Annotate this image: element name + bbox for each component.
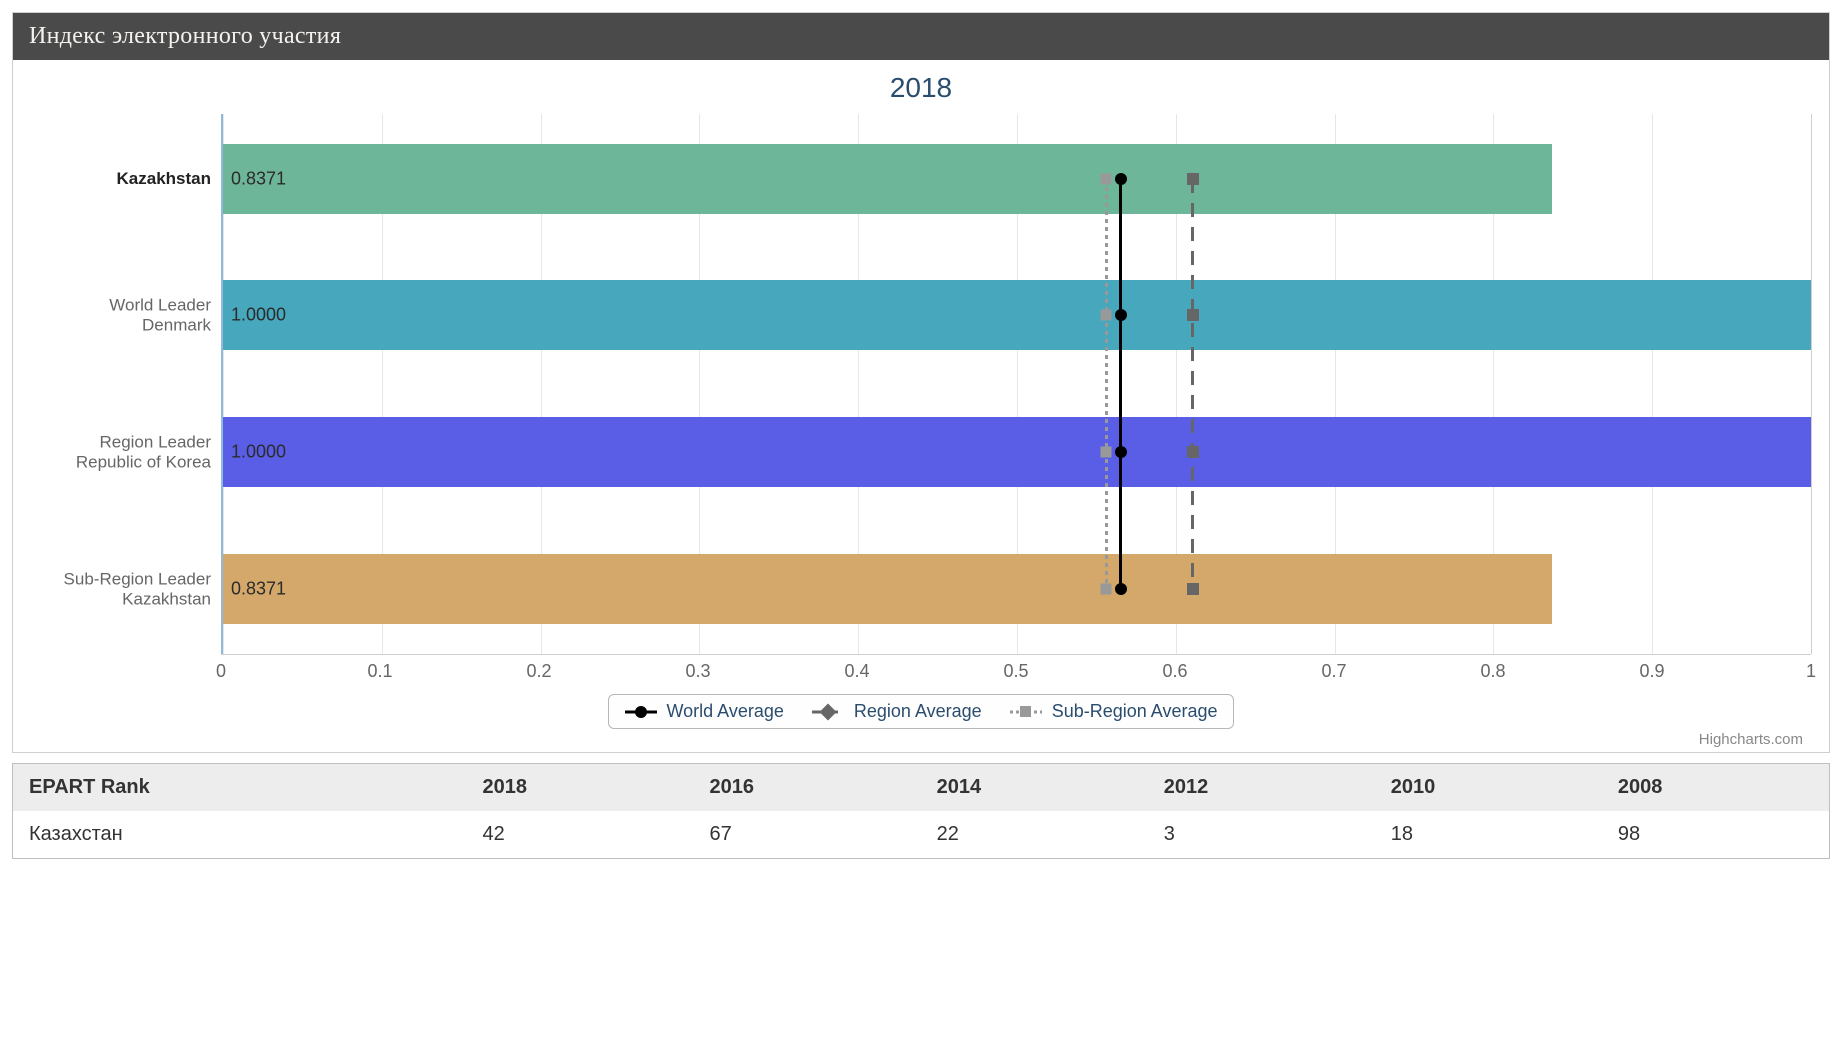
bar-0[interactable]: 0.8371	[223, 144, 1552, 214]
legend-symbol	[625, 705, 657, 719]
table: EPART Rank201820162014201220102008 Казах…	[13, 764, 1829, 858]
chart-credit: Highcharts.com	[31, 731, 1811, 748]
table-cell: 42	[466, 811, 693, 858]
legend-item[interactable]: Sub-Region Average	[1010, 701, 1218, 722]
plot-area: 0.8371 1.0000 1.0000 0.8371	[221, 114, 1811, 654]
grid-line	[1652, 114, 1653, 654]
table-col-header: 2018	[466, 764, 693, 811]
y-label-0: Kazakhstan	[117, 169, 211, 189]
x-axis: 00.10.20.30.40.50.60.70.80.91	[221, 654, 1811, 690]
table-body: Казахстан42672231898	[13, 811, 1829, 858]
y-axis-labels: Kazakhstan World LeaderDenmark Region Lead…	[31, 114, 221, 654]
x-tick: 0.4	[844, 661, 869, 682]
x-tick: 1	[1806, 661, 1816, 682]
circle-marker	[1115, 309, 1127, 321]
rank-table: EPART Rank201820162014201220102008 Казах…	[12, 763, 1830, 859]
table-cell: 98	[1602, 811, 1829, 858]
table-cell: 67	[694, 811, 921, 858]
table-col-header: 2016	[694, 764, 921, 811]
square-marker	[1101, 310, 1112, 321]
x-tick: 0.6	[1162, 661, 1187, 682]
bar-value-label: 1.0000	[231, 305, 286, 326]
grid-line	[1811, 114, 1812, 654]
table-cell: 22	[921, 811, 1148, 858]
table-header-row: EPART Rank201820162014201220102008	[13, 764, 1829, 811]
y-label-1: World LeaderDenmark	[109, 296, 211, 335]
reference-line-square[interactable]	[1105, 179, 1108, 589]
x-tick: 0.1	[367, 661, 392, 682]
legend-symbol	[1010, 705, 1042, 719]
square-icon	[1020, 706, 1031, 717]
diamond-marker	[1187, 173, 1199, 185]
panel-title: Индекс электронного участия	[13, 13, 1829, 60]
circle-marker	[1115, 583, 1127, 595]
table-cell: Казахстан	[13, 811, 466, 858]
table-col-header: 2008	[1602, 764, 1829, 811]
table-row: Казахстан42672231898	[13, 811, 1829, 858]
table-col-header: EPART Rank	[13, 764, 466, 811]
legend-symbol	[812, 705, 844, 719]
diamond-marker	[1187, 446, 1199, 458]
x-tick: 0.8	[1480, 661, 1505, 682]
chart-legend: World Average Region Average Sub-Region Av…	[608, 694, 1235, 729]
legend-label: Sub-Region Average	[1052, 701, 1218, 722]
chart-title: 2018	[31, 72, 1811, 104]
diamond-marker	[1187, 583, 1199, 595]
circle-marker	[1115, 173, 1127, 185]
reference-line-diamond[interactable]	[1191, 179, 1194, 589]
table-col-header: 2014	[921, 764, 1148, 811]
diamond-marker	[1187, 309, 1199, 321]
y-label-3: Sub-Region LeaderKazakhstan	[64, 570, 211, 609]
bar-value-label: 1.0000	[231, 442, 286, 463]
x-tick: 0.7	[1321, 661, 1346, 682]
x-tick: 0.3	[685, 661, 710, 682]
x-tick: 0.9	[1639, 661, 1664, 682]
bar-1[interactable]: 1.0000	[223, 280, 1811, 350]
bar-2[interactable]: 1.0000	[223, 417, 1811, 487]
square-marker	[1101, 173, 1112, 184]
circle-marker	[1115, 446, 1127, 458]
square-marker	[1101, 447, 1112, 458]
table-cell: 18	[1375, 811, 1602, 858]
x-tick: 0.2	[526, 661, 551, 682]
panel: Индекс электронного участия 2018 Kazakhs…	[12, 12, 1830, 753]
legend-label: World Average	[667, 701, 784, 722]
legend-label: Region Average	[854, 701, 982, 722]
x-tick: 0	[216, 661, 226, 682]
square-marker	[1101, 584, 1112, 595]
circle-icon	[635, 706, 647, 718]
x-tick: 0.5	[1003, 661, 1028, 682]
legend-item[interactable]: World Average	[625, 701, 784, 722]
chart-container: 2018 Kazakhstan World LeaderDenmark Region…	[13, 60, 1829, 752]
reference-line-circle[interactable]	[1119, 179, 1122, 589]
y-label-2: Region LeaderRepublic of Korea	[76, 432, 211, 471]
bar-value-label: 0.8371	[231, 168, 286, 189]
bar-3[interactable]: 0.8371	[223, 554, 1552, 624]
table-cell: 3	[1148, 811, 1375, 858]
table-col-header: 2012	[1148, 764, 1375, 811]
bar-value-label: 0.8371	[231, 579, 286, 600]
diamond-icon	[819, 703, 836, 720]
table-col-header: 2010	[1375, 764, 1602, 811]
legend-item[interactable]: Region Average	[812, 701, 982, 722]
plot-row: Kazakhstan World LeaderDenmark Region Lead…	[31, 114, 1811, 654]
